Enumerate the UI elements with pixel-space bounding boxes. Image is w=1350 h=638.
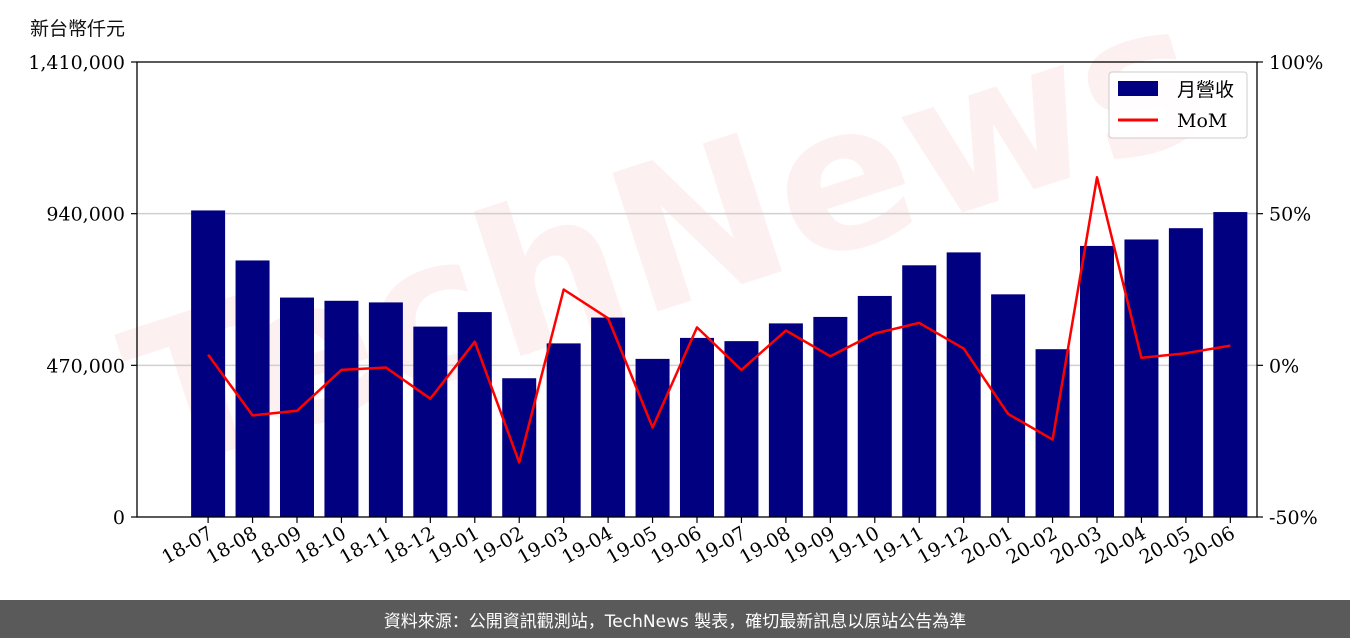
x-tick-label: 19-06 — [647, 522, 705, 568]
revenue-bar — [1124, 239, 1159, 517]
left-tick-label: 470,000 — [46, 355, 125, 377]
revenue-bar — [724, 341, 759, 517]
right-tick-label: 0% — [1269, 355, 1299, 377]
source-footer: 資料來源：公開資訊觀測站，TechNews 製表，確切最新訊息以原站公告為準 — [0, 600, 1350, 638]
right-tick-label: 50% — [1269, 204, 1311, 226]
revenue-bar — [902, 265, 937, 517]
x-tick-label: 18-11 — [336, 522, 394, 568]
revenue-bar — [857, 295, 892, 517]
revenue-bar — [191, 210, 226, 518]
x-tick-label: 19-05 — [603, 522, 661, 568]
revenue-chart: 0 470,000 940,000 1,410,000 -50% 0% 50% 100% 1… — [28, 52, 1323, 569]
mom-line — [207, 176, 1231, 464]
x-tick-label: 18-12 — [380, 522, 438, 568]
x-tick-label: 19-08 — [736, 522, 794, 568]
legend: 月營收 MoM — [1108, 71, 1248, 139]
legend-bar-swatch — [1118, 81, 1158, 96]
x-tick-label: 19-02 — [469, 522, 527, 568]
legend-bar-label: 月營收 — [1177, 79, 1234, 101]
left-y-axis: 0 470,000 940,000 1,410,000 — [28, 52, 137, 529]
right-y-axis: -50% 0% 50% 100% — [1257, 52, 1323, 529]
x-tick-label: 19-07 — [692, 522, 750, 568]
revenue-bar — [813, 316, 848, 517]
revenue-bar — [502, 378, 537, 517]
revenue-bars — [191, 210, 1248, 518]
revenue-bar — [1080, 245, 1114, 518]
x-tick-label: 20-03 — [1047, 522, 1105, 568]
x-axis: 18-0718-0818-0918-1018-1118-1219-0119-02… — [158, 517, 1239, 569]
legend-line-label: MoM — [1177, 110, 1227, 132]
x-tick-label: 19-09 — [780, 522, 838, 568]
revenue-bar — [235, 260, 270, 517]
revenue-bar — [591, 317, 626, 517]
revenue-bar — [1213, 212, 1248, 517]
x-tick-label: 18-07 — [158, 522, 216, 568]
x-tick-label: 19-11 — [869, 522, 927, 568]
revenue-bar — [546, 343, 581, 517]
revenue-bar — [768, 323, 803, 517]
revenue-bar — [680, 337, 714, 517]
x-tick-label: 18-10 — [292, 522, 350, 568]
right-tick-label: 100% — [1269, 52, 1323, 74]
x-tick-label: 20-01 — [958, 522, 1016, 568]
x-tick-label: 19-01 — [425, 522, 483, 568]
x-tick-label: 20-06 — [1180, 522, 1238, 568]
revenue-bar — [991, 294, 1026, 517]
x-tick-label: 19-12 — [914, 522, 972, 568]
revenue-bar — [324, 300, 359, 517]
x-tick-label: 19-10 — [825, 522, 883, 568]
revenue-bar — [946, 252, 981, 517]
y-axis-unit-label: 新台幣仟元 — [30, 18, 126, 40]
left-tick-label: 0 — [113, 507, 125, 529]
revenue-bar — [635, 358, 670, 517]
revenue-bar — [457, 312, 492, 517]
x-tick-label: 18-08 — [203, 522, 261, 568]
left-tick-label: 1,410,000 — [28, 52, 125, 74]
revenue-bar — [280, 297, 314, 517]
revenue-bar — [368, 302, 403, 517]
x-tick-label: 20-04 — [1092, 522, 1150, 568]
x-tick-label: 20-02 — [1003, 522, 1061, 568]
x-tick-label: 19-04 — [558, 522, 616, 568]
x-tick-label: 19-03 — [514, 522, 572, 568]
revenue-bar — [1168, 228, 1203, 518]
x-tick-label: 20-05 — [1136, 522, 1194, 568]
revenue-bar — [413, 326, 448, 517]
left-tick-label: 940,000 — [46, 204, 125, 226]
right-tick-label: -50% — [1269, 507, 1318, 529]
mom-line-group — [207, 176, 1231, 464]
x-tick-label: 18-09 — [247, 522, 305, 568]
